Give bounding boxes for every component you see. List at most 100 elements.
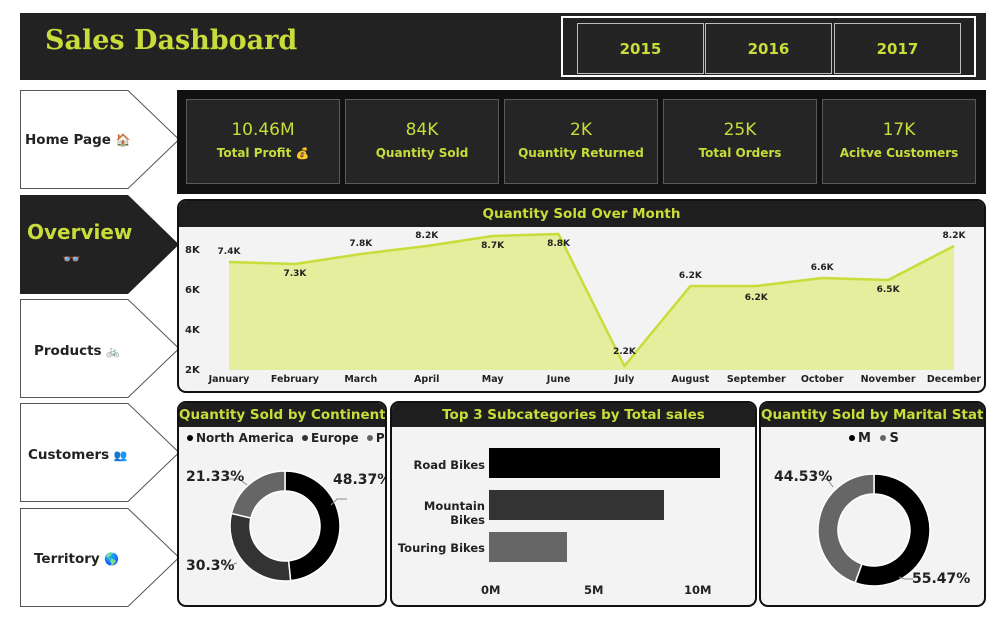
nav-customers[interactable]: Customers 👥 — [20, 403, 180, 502]
x-tick-5m: 5M — [584, 583, 604, 597]
bar-mountain-bikes — [489, 490, 664, 520]
year-button-2015[interactable]: 2015 — [577, 23, 704, 74]
bar-label-touring-bikes: Touring Bikes — [397, 541, 485, 555]
kpi-label: Total Orders — [698, 146, 782, 160]
kpi-label: Acitve Customers — [839, 146, 959, 160]
chart-title: Quantity Sold Over Month — [179, 201, 984, 227]
x-tick-label: March — [344, 374, 377, 385]
kpi-label: Quantity Returned — [518, 146, 644, 160]
data-label: 8.8K — [547, 239, 571, 249]
legend-pacific: Pacific — [375, 431, 385, 445]
glasses-icon: 👓 — [62, 250, 81, 268]
nav-label-home: Home Page — [25, 132, 111, 148]
house-icon: 🏠 — [115, 133, 131, 147]
leader-line — [821, 478, 834, 488]
legend-europe: Europe — [311, 431, 359, 445]
x-tick-label: September — [727, 374, 786, 385]
kpi-card-quantity-sold: 84K Quantity Sold — [345, 99, 499, 184]
bar-label-mountain-bikes: Mountain Bikes — [423, 499, 485, 527]
kpi-value: 17K — [882, 120, 916, 140]
x-tick-label: February — [271, 374, 320, 385]
nav-overview[interactable]: Overview 👓 — [20, 195, 180, 294]
x-tick-0m: 0M — [481, 583, 501, 597]
series-line — [228, 232, 955, 368]
leader-line — [223, 562, 238, 566]
slice-label-europe: 30.3% — [186, 558, 235, 574]
continent-panel: Quantity Sold by Continent North America… — [177, 401, 387, 607]
subcategories-panel: Top 3 Subcategories by Total sales Road … — [390, 401, 757, 607]
area-chart: 2K 4K 6K 8K January February March April May June… — [185, 231, 982, 385]
legend-dot — [366, 434, 373, 441]
data-label: 6.5K — [877, 285, 901, 295]
globe-icon: 🌎 — [104, 552, 120, 566]
legend-dot — [187, 434, 193, 441]
kpi-card-active-customers: 17K Acitve Customers — [822, 99, 976, 184]
people-icon: 👥 — [113, 449, 128, 462]
leader-line — [229, 478, 248, 486]
legend-m: M — [858, 431, 871, 446]
x-tick-label: January — [208, 374, 251, 385]
marital-status-panel: Quantity Sold by Marital Status M S 55.4… — [759, 401, 986, 607]
legend-dot — [302, 434, 309, 441]
data-label: 7.4K — [218, 247, 242, 257]
donut-slice — [229, 512, 292, 582]
continent-donut-chart — [223, 470, 347, 582]
money-bag-icon: 💰 — [295, 147, 310, 160]
x-tick-label: October — [801, 374, 844, 385]
chart-title: Quantity Sold by Marital Status — [761, 403, 984, 427]
slice-label-pacific: 21.33% — [186, 469, 245, 485]
nav-label-overview: Overview — [27, 220, 133, 244]
nav-territory[interactable]: Territory 🌎 — [20, 508, 180, 607]
data-label: 6.2K — [679, 271, 703, 281]
y-tick-label: 6K — [185, 285, 201, 296]
x-tick-label: December — [927, 374, 982, 385]
nav-label-products: Products — [34, 343, 102, 359]
x-tick-label: August — [671, 374, 709, 385]
x-tick-10m: 10M — [684, 583, 712, 597]
legend-dot — [880, 434, 887, 441]
data-label: 8.2K — [415, 231, 439, 241]
chart-title: Top 3 Subcategories by Total sales — [392, 403, 755, 427]
bicycle-icon: 🚲 — [106, 345, 120, 358]
year-button-2016[interactable]: 2016 — [705, 23, 832, 74]
bar-label-road-bikes: Road Bikes — [413, 458, 485, 472]
data-label: 6.6K — [811, 263, 835, 273]
slice-label-married: 55.47% — [912, 571, 971, 587]
y-tick-label: 4K — [185, 325, 201, 336]
data-label: 7.8K — [349, 239, 373, 249]
data-label: 7.3K — [283, 269, 307, 279]
kpi-card-quantity-returned: 2K Quantity Returned — [504, 99, 658, 184]
donut-slice — [230, 470, 286, 519]
y-tick-label: 8K — [185, 245, 201, 256]
legend-north-america: North America — [196, 431, 294, 445]
data-label: 8.7K — [481, 241, 505, 251]
leader-line — [330, 498, 347, 506]
marital-donut-chart — [817, 473, 931, 587]
leader-line — [898, 576, 913, 580]
kpi-value: 25K — [723, 120, 757, 140]
x-tick-label: November — [861, 374, 916, 385]
quantity-by-month-panel: Quantity Sold Over Month 2K 4K 6K 8K January… — [177, 199, 986, 393]
nav-home-page[interactable]: Home Page 🏠 — [20, 90, 180, 189]
chart-title: Quantity Sold by Continent — [179, 403, 385, 427]
kpi-card-total-profit: 10.46M Total Profit 💰 — [186, 99, 340, 184]
data-label: 8.2K — [943, 231, 967, 241]
year-slicer: 2015 2016 2017 — [561, 16, 976, 77]
x-tick-label: June — [546, 374, 571, 385]
bar-road-bikes — [489, 448, 720, 478]
y-tick-label: 2K — [185, 365, 201, 376]
donut-slice — [854, 473, 931, 587]
kpi-value: 2K — [570, 120, 592, 140]
nav-label-customers: Customers — [28, 447, 110, 463]
kpi-label: Quantity Sold — [375, 146, 469, 160]
bar-touring-bikes — [489, 532, 567, 562]
slice-label-north-america: 48.37% — [333, 472, 387, 488]
page-title: Sales Dashboard — [45, 25, 298, 56]
kpi-card-total-orders: 25K Total Orders — [663, 99, 817, 184]
legend-s: S — [889, 431, 899, 446]
nav-products[interactable]: Products 🚲 — [20, 299, 180, 398]
data-label: 2.2K — [613, 347, 637, 357]
year-button-2017[interactable]: 2017 — [834, 23, 961, 74]
x-tick-label: April — [414, 374, 439, 385]
kpi-label: Total Profit — [216, 146, 292, 160]
